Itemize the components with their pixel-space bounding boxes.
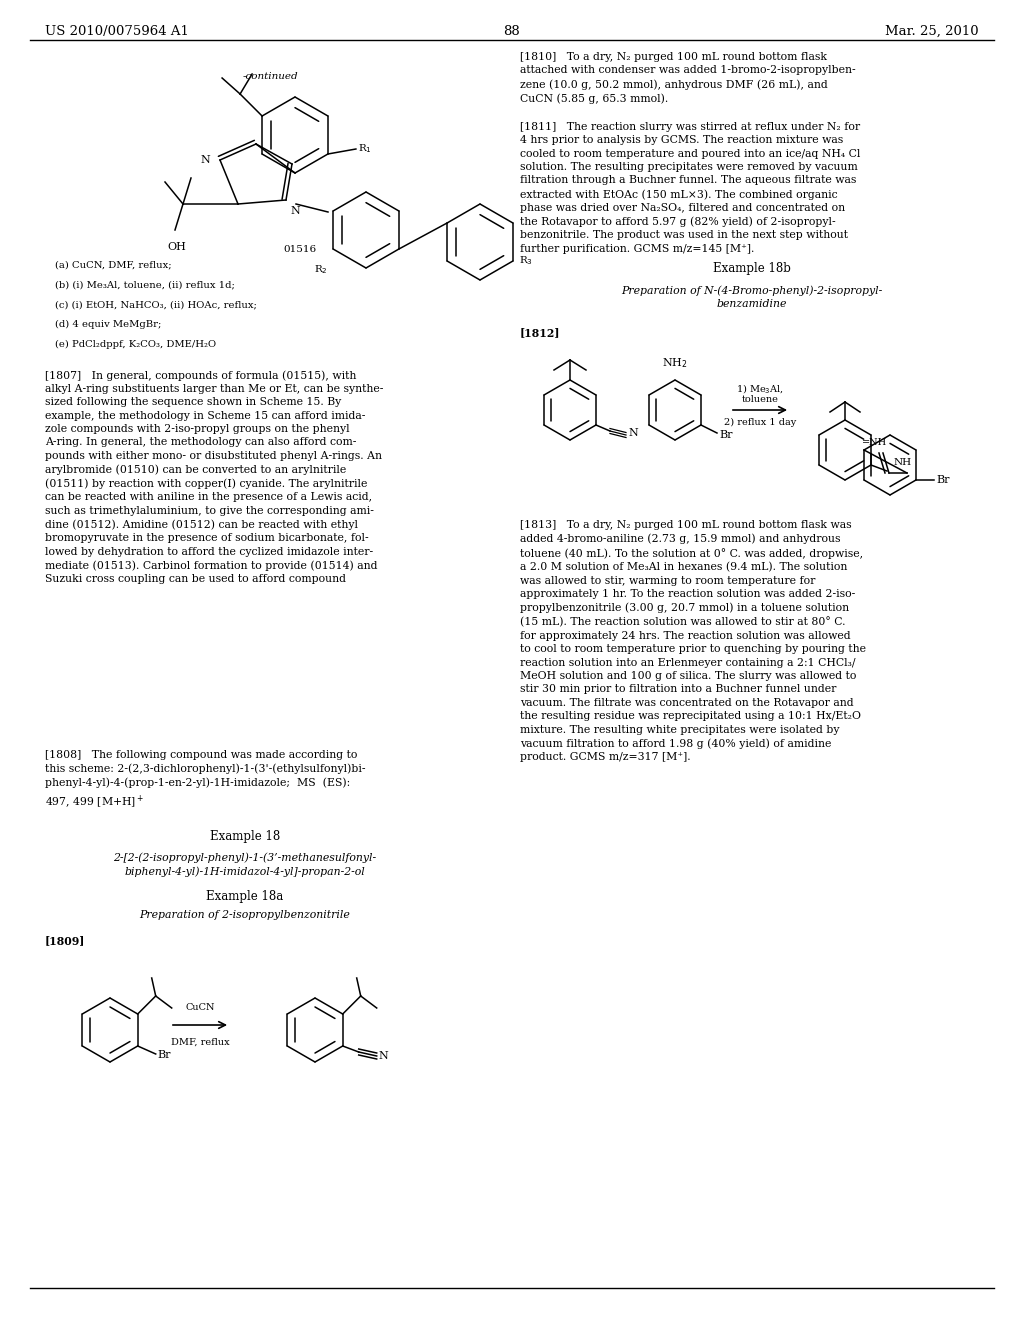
Text: (c) (i) EtOH, NaHCO₃, (ii) HOAc, reflux;: (c) (i) EtOH, NaHCO₃, (ii) HOAc, reflux;	[55, 300, 257, 309]
Text: [1809]: [1809]	[45, 935, 85, 946]
Text: R$_3$: R$_3$	[519, 255, 532, 268]
Text: R$_1$: R$_1$	[358, 143, 372, 156]
Text: [1812]: [1812]	[520, 327, 560, 338]
Text: [1811]   The reaction slurry was stirred at reflux under N₂ for
4 hrs prior to a: [1811] The reaction slurry was stirred a…	[520, 121, 860, 253]
Text: Example 18a: Example 18a	[207, 890, 284, 903]
Text: Preparation of N-(4-Bromo-phenyl)-2-isopropyl-
benzamidine: Preparation of N-(4-Bromo-phenyl)-2-isop…	[622, 285, 883, 309]
Text: [1807]   In general, compounds of formula (01515), with
alkyl A-ring substituent: [1807] In general, compounds of formula …	[45, 370, 383, 585]
Text: Br: Br	[936, 475, 949, 484]
Text: Example 18: Example 18	[210, 830, 281, 843]
Text: Br: Br	[158, 1049, 171, 1060]
Text: 1) Me$_3$Al,: 1) Me$_3$Al,	[736, 383, 784, 396]
Text: toluene: toluene	[741, 395, 778, 404]
Text: Mar. 25, 2010: Mar. 25, 2010	[886, 25, 979, 38]
Text: OH: OH	[168, 242, 186, 252]
Text: (b) (i) Me₃Al, toluene, (ii) reflux 1d;: (b) (i) Me₃Al, toluene, (ii) reflux 1d;	[55, 280, 234, 289]
Text: [1810]   To a dry, N₂ purged 100 mL round bottom flask
attached with condenser w: [1810] To a dry, N₂ purged 100 mL round …	[520, 51, 856, 104]
Text: Br: Br	[719, 430, 732, 440]
Text: 88: 88	[504, 25, 520, 38]
Text: R$_2$: R$_2$	[314, 263, 328, 276]
Text: N: N	[290, 206, 300, 216]
Text: 2) reflux 1 day: 2) reflux 1 day	[724, 418, 796, 428]
Text: (d) 4 equiv MeMgBr;: (d) 4 equiv MeMgBr;	[55, 319, 162, 329]
Text: Preparation of 2-isopropylbenzonitrile: Preparation of 2-isopropylbenzonitrile	[139, 909, 350, 920]
Text: (a) CuCN, DMF, reflux;: (a) CuCN, DMF, reflux;	[55, 260, 172, 269]
Text: =NH: =NH	[862, 438, 888, 447]
Text: Example 18b: Example 18b	[713, 261, 791, 275]
Text: [1813]   To a dry, N₂ purged 100 mL round bottom flask was
added 4-bromo-aniline: [1813] To a dry, N₂ purged 100 mL round …	[520, 520, 866, 762]
Text: DMF, reflux: DMF, reflux	[171, 1038, 229, 1047]
Text: -continued: -continued	[243, 73, 298, 81]
Text: (e) PdCl₂dppf, K₂CO₃, DME/H₂O: (e) PdCl₂dppf, K₂CO₃, DME/H₂O	[55, 341, 216, 348]
Text: 2-[2-(2-isopropyl-phenyl)-1-(3’-methanesulfonyl-
biphenyl-4-yl)-1H-imidazol-4-yl: 2-[2-(2-isopropyl-phenyl)-1-(3’-methanes…	[114, 851, 377, 876]
Text: N: N	[379, 1051, 388, 1061]
Text: NH: NH	[894, 458, 912, 467]
Text: CuCN: CuCN	[185, 1003, 215, 1012]
Text: N: N	[628, 428, 638, 438]
Text: 01516: 01516	[284, 246, 316, 253]
Text: NH$_2$: NH$_2$	[663, 356, 688, 370]
Text: [1808]   The following compound was made according to
this scheme: 2-(2,3-dichlo: [1808] The following compound was made a…	[45, 750, 366, 810]
Text: US 2010/0075964 A1: US 2010/0075964 A1	[45, 25, 188, 38]
Text: N: N	[201, 154, 210, 165]
